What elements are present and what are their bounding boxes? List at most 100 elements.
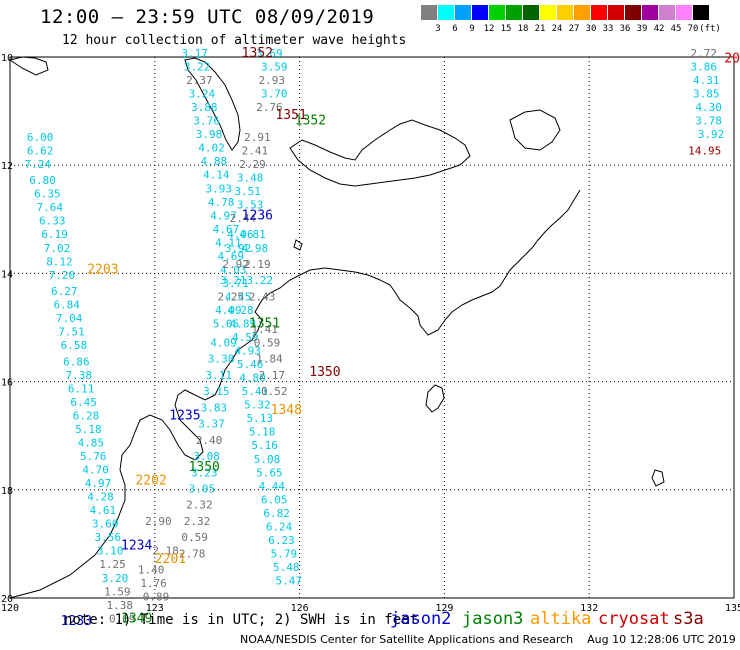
leyte-coast	[509, 109, 561, 151]
wave-height-label: 6.05	[261, 493, 288, 506]
color-scale-label: 45	[670, 24, 682, 34]
pass-time-label: 1350	[309, 365, 340, 380]
color-scale-label: 27	[568, 24, 580, 34]
wave-height-label: 4.09	[210, 336, 237, 349]
wave-height-label: 4.09	[215, 304, 242, 317]
wave-height-label: 4.81	[239, 228, 266, 241]
footer-credit: NOAA/NESDIS Center for Satellite Applica…	[240, 633, 736, 646]
wave-height-label: 2.78	[179, 547, 206, 560]
wave-height-label: 4.78	[208, 196, 235, 209]
wave-height-label: 4.89	[230, 318, 257, 331]
wave-height-label: 6.86	[63, 355, 90, 368]
catanduanes-island	[651, 469, 665, 487]
wave-height-label: 1.38	[107, 599, 133, 612]
wave-height-label: 3.59	[261, 61, 288, 74]
color-scale-label: 15	[500, 24, 512, 34]
wave-height-label: 3.22	[184, 61, 211, 74]
wave-height-label: 4.14	[203, 169, 230, 182]
wave-height-label: 0.89	[143, 591, 170, 604]
wave-height-label: 1.76	[140, 577, 167, 590]
wave-height-label: 4.59	[232, 331, 259, 344]
lat-tick-label: 14	[1, 269, 13, 280]
wave-height-label: 3.21	[220, 274, 247, 287]
wave-height-label: 2.19	[244, 258, 270, 271]
color-scale-label: 12	[483, 24, 495, 34]
lon-tick-label: 120	[1, 603, 19, 614]
wave-height-label: 5.08	[254, 453, 281, 466]
wave-height-label: 3.83	[201, 401, 228, 414]
wave-height-label: 3.76	[193, 115, 220, 128]
wave-height-label: 4.31	[693, 74, 720, 87]
color-scale-swatch	[472, 5, 488, 20]
wave-height-label: 0.69	[109, 612, 135, 625]
panay-coast	[8, 56, 49, 76]
wave-height-label: 3.56	[94, 531, 121, 544]
color-scale-swatch	[676, 5, 692, 20]
wave-height-label: 7.38	[66, 369, 93, 382]
lon-tick-label: 135	[725, 603, 740, 614]
wave-height-label: 1.25	[99, 558, 126, 571]
wave-height-label: 3.86	[691, 61, 718, 74]
wave-height-label: 3.20	[102, 572, 129, 585]
color-scale-swatch	[540, 5, 556, 20]
color-scale-unit: (ft)	[699, 24, 721, 34]
wave-height-label: 3.23	[191, 466, 218, 479]
wave-height-label: 6.00	[27, 131, 54, 144]
wave-height-label: 0.59	[181, 531, 208, 544]
color-scale-swatch	[523, 5, 539, 20]
wave-height-label: 2.44	[230, 212, 257, 225]
color-scale-label: 24	[551, 24, 563, 34]
wave-height-label: 7.04	[56, 312, 83, 325]
wave-height-label: 5.65	[256, 466, 283, 479]
wave-height-label: 7.24	[24, 158, 51, 171]
wave-height-label: 4.02	[198, 142, 225, 155]
wave-height-label: 4.03	[220, 263, 247, 276]
wave-height-label: 6.35	[34, 188, 61, 201]
wave-height-label: 3.24	[189, 88, 216, 101]
wave-height-label: 3.60	[92, 518, 119, 531]
wave-height-label: 4.69	[218, 250, 245, 263]
wave-height-label: 6.58	[61, 339, 88, 352]
wave-height-label: 3.22	[247, 274, 273, 287]
wave-height-label: 2.32	[186, 499, 213, 512]
color-scale-swatch	[608, 5, 624, 20]
wave-height-label: 1.41	[251, 323, 277, 336]
wave-height-label: 4.70	[82, 464, 109, 477]
wave-height-label: 6.27	[51, 285, 78, 298]
color-scale-label: 36	[619, 24, 631, 34]
samar-coast	[289, 119, 471, 187]
pass-time-label: 1352	[295, 114, 326, 129]
wave-height-label: 2.32	[184, 515, 211, 528]
wave-height-label: 4.97	[210, 209, 237, 222]
wave-height-label: 5.76	[80, 450, 107, 463]
chart-subtitle: 12 hour collection of altimeter wave hei…	[62, 33, 407, 48]
wave-height-label: 3.92	[225, 242, 252, 255]
color-scale-swatch	[489, 5, 505, 20]
wave-height-label: 6.11	[68, 382, 95, 395]
wave-height-label: 4.28	[227, 304, 254, 317]
wave-height-label: 8.12	[46, 255, 72, 268]
color-scale-swatch	[693, 5, 709, 20]
pass-time-label: 1236	[242, 208, 273, 223]
wave-height-label: 6.45	[70, 396, 97, 409]
wave-height-label: 5.05	[213, 318, 240, 331]
wave-height-label: 5.79	[271, 547, 298, 560]
wave-height-label: 6.84	[53, 299, 80, 312]
wave-height-label: 2.41	[242, 144, 269, 157]
pass-time-label: 1352	[242, 46, 273, 61]
wave-height-label: 1.59	[104, 585, 130, 598]
wave-height-label: 6.19	[41, 228, 68, 241]
legend-entry-jason3: jason3	[462, 609, 524, 629]
color-scale-label: 42	[653, 24, 665, 34]
lat-tick-label: 10	[1, 53, 13, 64]
wave-height-label: 3.15	[203, 385, 230, 398]
wave-height-label: 2.72	[691, 47, 718, 60]
color-scale-label: 3	[435, 24, 441, 34]
wave-height-label: 7.51	[58, 326, 84, 339]
wave-height-label: 6.82	[263, 507, 290, 520]
wave-height-label: 6.33	[39, 215, 66, 228]
wave-height-label: 6.28	[73, 409, 100, 422]
color-scale-swatch	[574, 5, 590, 20]
wave-height-label: 4.28	[87, 491, 114, 504]
